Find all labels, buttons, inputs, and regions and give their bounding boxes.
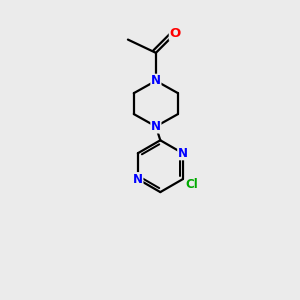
Text: N: N [151,120,161,133]
Text: Cl: Cl [185,178,198,191]
Text: N: N [151,74,161,87]
Text: N: N [178,147,188,160]
Text: N: N [133,172,143,186]
Text: O: O [169,27,181,40]
